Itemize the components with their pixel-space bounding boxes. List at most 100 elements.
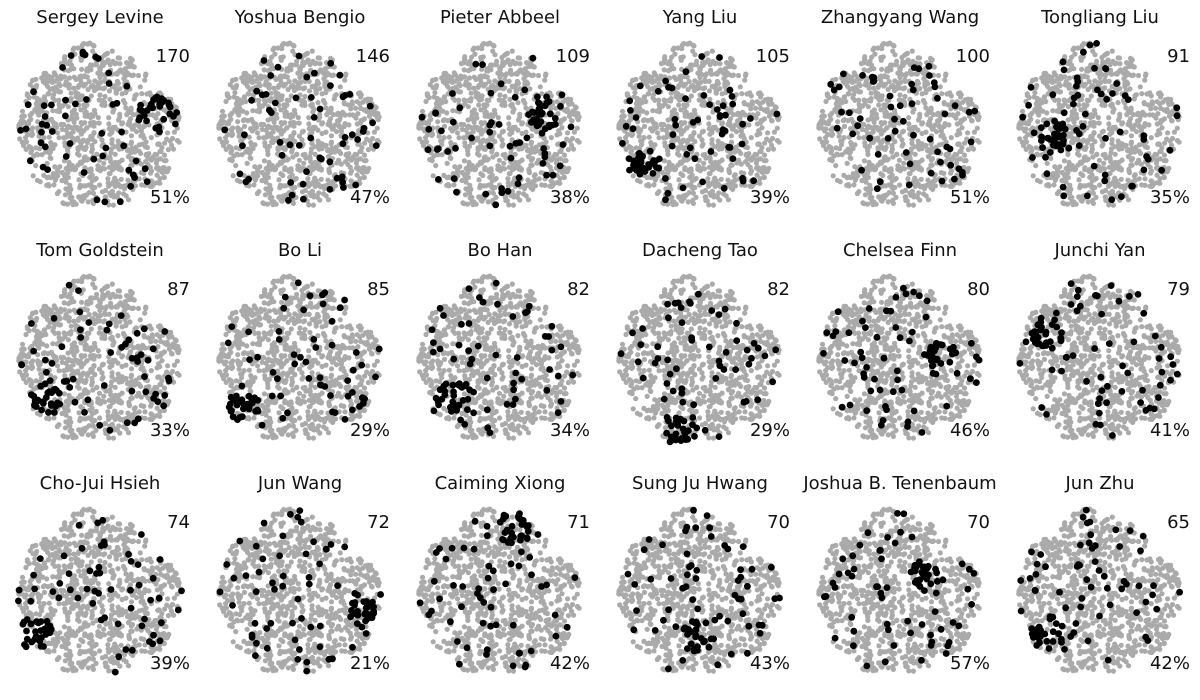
- background-point: [323, 88, 329, 94]
- highlight-points: [619, 53, 781, 204]
- background-point: [747, 90, 753, 96]
- background-point: [375, 115, 381, 121]
- background-point: [296, 133, 303, 139]
- background-point: [1123, 105, 1129, 111]
- background-point: [341, 100, 347, 106]
- highlight-point: [530, 109, 538, 116]
- background-point: [296, 164, 302, 170]
- background-point: [676, 96, 682, 102]
- highlight-point: [646, 147, 654, 155]
- background-point: [468, 162, 474, 169]
- background-point: [749, 101, 755, 107]
- background-point: [497, 66, 503, 72]
- background-point: [724, 79, 730, 85]
- background-point: [73, 89, 79, 95]
- background-point: [105, 176, 111, 182]
- background-point: [459, 126, 465, 132]
- background-point: [50, 145, 56, 152]
- background-point: [873, 111, 879, 117]
- background-point: [36, 97, 43, 103]
- background-point: [158, 148, 164, 155]
- background-point: [322, 183, 328, 189]
- background-point: [66, 75, 73, 81]
- background-point: [109, 137, 115, 143]
- panel-percent: 51%: [949, 187, 990, 208]
- background-point: [240, 79, 246, 85]
- background-point: [762, 168, 768, 175]
- highlight-point: [287, 179, 295, 186]
- background-point: [67, 195, 73, 201]
- background-point: [261, 121, 267, 128]
- background-point: [276, 83, 282, 89]
- background-point: [561, 152, 568, 158]
- background-point: [819, 113, 825, 120]
- background-point: [256, 135, 262, 141]
- background-point: [522, 100, 528, 106]
- highlight-point: [716, 54, 723, 61]
- background-point: [876, 83, 882, 89]
- background-point: [489, 172, 495, 178]
- background-point: [461, 158, 467, 164]
- background-point: [714, 71, 720, 77]
- background-point: [241, 123, 248, 129]
- background-point: [861, 67, 867, 73]
- background-point: [851, 182, 857, 188]
- highlight-point: [39, 163, 47, 171]
- background-point: [512, 151, 518, 157]
- background-point: [899, 54, 905, 61]
- background-point: [29, 110, 35, 116]
- highlight-point: [165, 101, 173, 109]
- background-point: [125, 197, 132, 203]
- highlight-point: [482, 190, 490, 198]
- background-point: [688, 93, 694, 99]
- background-point: [516, 55, 523, 61]
- background-point: [78, 107, 84, 113]
- background-point: [857, 83, 863, 89]
- background-point: [856, 97, 862, 103]
- background-point: [138, 127, 144, 133]
- background-point: [470, 129, 476, 135]
- background-point: [64, 145, 70, 151]
- background-point: [117, 61, 123, 67]
- background-point: [267, 195, 273, 201]
- highlight-point: [341, 134, 349, 141]
- background-point: [861, 121, 867, 128]
- highlight-point: [339, 178, 346, 186]
- highlight-point: [884, 135, 892, 142]
- background-point: [269, 54, 275, 60]
- highlight-points: [418, 54, 575, 209]
- background-point: [627, 82, 633, 88]
- highlight-point: [662, 77, 669, 85]
- highlight-point: [316, 154, 324, 162]
- highlight-point: [930, 79, 938, 86]
- highlight-point: [242, 178, 250, 186]
- background-point: [362, 168, 368, 175]
- background-point: [323, 105, 329, 111]
- background-point: [46, 91, 52, 97]
- background-point: [547, 164, 553, 170]
- background-point: [511, 194, 517, 200]
- highlight-point: [435, 176, 442, 183]
- background-point: [132, 93, 138, 99]
- background-point: [109, 48, 115, 54]
- background-point: [714, 163, 720, 169]
- background-point: [250, 145, 256, 152]
- background-point: [893, 194, 899, 200]
- background-point: [128, 133, 135, 139]
- background-point: [506, 121, 512, 127]
- background-point: [750, 156, 756, 162]
- background-point: [466, 85, 472, 91]
- background-point: [289, 172, 295, 178]
- background-point: [147, 164, 153, 170]
- background-point: [478, 107, 484, 113]
- background-point: [262, 177, 268, 183]
- background-point: [113, 178, 119, 184]
- background-point: [476, 152, 482, 158]
- background-point: [821, 143, 827, 149]
- background-point: [85, 199, 91, 205]
- background-point: [832, 107, 838, 113]
- background-point: [728, 162, 734, 168]
- background-point: [957, 120, 963, 126]
- background-point: [885, 86, 891, 92]
- background-point: [691, 130, 697, 136]
